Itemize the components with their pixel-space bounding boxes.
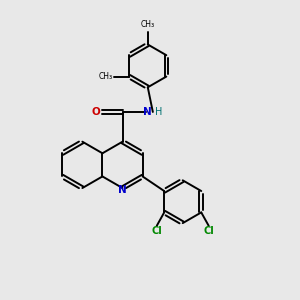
Text: CH₃: CH₃ [99, 72, 113, 81]
Text: N: N [118, 184, 127, 194]
Text: Cl: Cl [152, 226, 162, 236]
Text: Cl: Cl [203, 226, 214, 236]
Text: H: H [155, 107, 163, 117]
Text: N: N [143, 107, 152, 117]
Text: O: O [92, 107, 101, 117]
Text: CH₃: CH₃ [141, 20, 155, 29]
